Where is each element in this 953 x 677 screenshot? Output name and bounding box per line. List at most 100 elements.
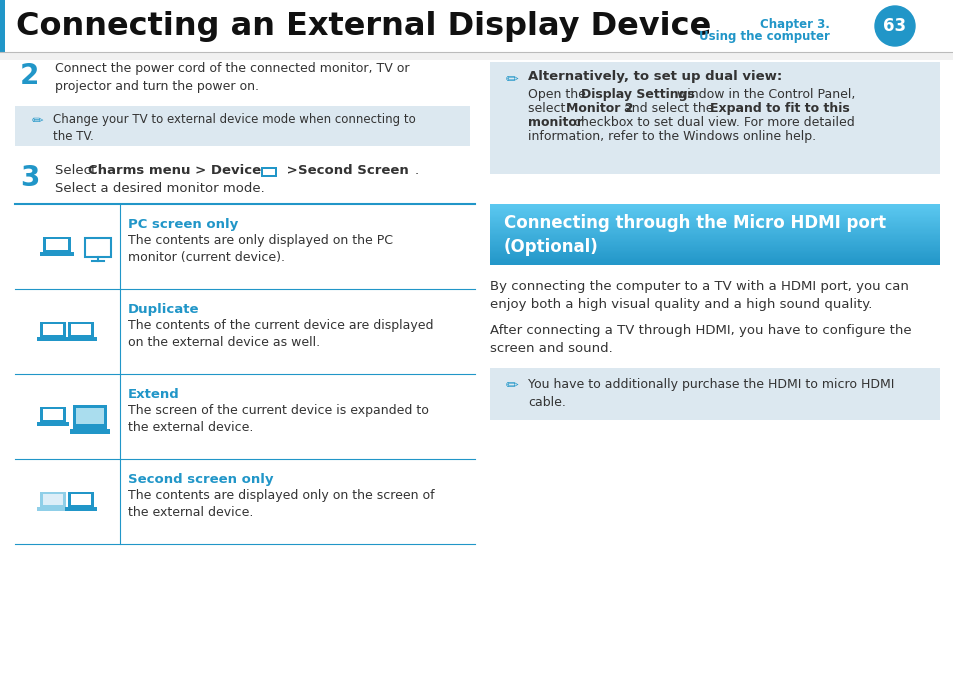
Bar — [490, 263, 939, 265]
Text: Monitor 2: Monitor 2 — [565, 102, 633, 115]
Text: window in the Control Panel,: window in the Control Panel, — [672, 88, 855, 101]
Text: ✏: ✏ — [31, 114, 43, 128]
Bar — [66, 337, 97, 341]
Bar — [490, 255, 939, 257]
Text: Alternatively, to set up dual view:: Alternatively, to set up dual view: — [527, 70, 781, 83]
Text: .: . — [415, 164, 418, 177]
Bar — [490, 241, 939, 244]
Text: and select the: and select the — [619, 102, 717, 115]
Bar — [490, 257, 939, 259]
Text: The screen of the current device is expanded to
the external device.: The screen of the current device is expa… — [128, 404, 429, 434]
Bar — [490, 227, 939, 229]
Text: information, refer to the Windows online help.: information, refer to the Windows online… — [527, 130, 815, 143]
Text: >: > — [282, 164, 302, 177]
Bar — [490, 230, 939, 233]
Bar — [71, 324, 91, 334]
Bar — [490, 217, 939, 219]
Text: ✏: ✏ — [505, 72, 517, 87]
Text: monitor: monitor — [527, 116, 582, 129]
Text: Expand to fit to this: Expand to fit to this — [709, 102, 849, 115]
Text: Second screen only: Second screen only — [128, 473, 274, 486]
Bar — [37, 422, 70, 426]
Bar — [490, 225, 939, 227]
Bar — [69, 322, 94, 337]
Bar — [490, 216, 939, 218]
Text: Connecting an External Display Device: Connecting an External Display Device — [16, 11, 711, 41]
Bar — [490, 246, 939, 248]
Bar — [490, 213, 939, 215]
Bar — [490, 368, 939, 420]
Bar — [490, 252, 939, 254]
Bar — [73, 404, 108, 429]
Bar — [490, 219, 939, 222]
Bar — [490, 240, 939, 242]
Bar — [490, 228, 939, 230]
Bar — [40, 252, 74, 256]
Bar — [490, 230, 939, 232]
Text: 2: 2 — [20, 62, 39, 90]
Text: PC screen only: PC screen only — [128, 218, 238, 231]
Text: Extend: Extend — [128, 388, 179, 401]
Bar — [76, 408, 105, 424]
Text: checkbox to set dual view. For more detailed: checkbox to set dual view. For more deta… — [569, 116, 854, 129]
Bar — [0, 0, 5, 52]
Text: ✏: ✏ — [505, 378, 517, 393]
Bar — [66, 507, 97, 510]
Bar — [44, 408, 64, 420]
Bar — [490, 239, 939, 241]
Bar — [263, 169, 274, 175]
Bar — [490, 234, 939, 236]
Text: Change your TV to external device mode when connecting to
the TV.: Change your TV to external device mode w… — [53, 113, 416, 143]
Bar — [0, 0, 953, 52]
Bar — [44, 236, 71, 252]
Bar — [490, 223, 939, 225]
Bar — [490, 224, 939, 227]
Text: The contents of the current device are displayed
on the external device as well.: The contents of the current device are d… — [128, 319, 433, 349]
Text: After connecting a TV through HDMI, you have to configure the
screen and sound.: After connecting a TV through HDMI, you … — [490, 324, 911, 355]
Bar — [490, 211, 939, 213]
Text: Connecting through the Micro HDMI port
(Optional): Connecting through the Micro HDMI port (… — [503, 214, 885, 256]
Bar — [40, 492, 67, 507]
Bar — [490, 261, 939, 263]
Bar — [69, 492, 94, 507]
Bar — [37, 337, 70, 341]
Bar — [490, 236, 939, 238]
Bar — [490, 242, 939, 244]
Bar — [490, 222, 939, 224]
Text: The contents are displayed only on the screen of
the external device.: The contents are displayed only on the s… — [128, 489, 435, 519]
Bar — [490, 261, 939, 264]
Bar — [490, 244, 939, 246]
Bar — [490, 210, 939, 212]
Bar — [490, 62, 939, 174]
Text: Display Settings: Display Settings — [580, 88, 694, 101]
Bar — [490, 204, 939, 206]
Bar — [490, 219, 939, 221]
Text: Connect the power cord of the connected monitor, TV or
projector and turn the po: Connect the power cord of the connected … — [55, 62, 409, 93]
Bar — [490, 206, 939, 209]
Bar — [490, 238, 939, 240]
Bar — [490, 221, 939, 223]
Text: Using the computer: Using the computer — [699, 30, 829, 43]
Bar — [40, 322, 67, 337]
Text: Second Screen: Second Screen — [297, 164, 408, 177]
Bar — [490, 205, 939, 207]
Bar — [490, 215, 939, 217]
Bar — [15, 106, 470, 146]
Bar — [86, 238, 112, 257]
Bar — [490, 209, 939, 211]
Bar — [490, 208, 939, 210]
Text: Duplicate: Duplicate — [128, 303, 199, 316]
Bar — [490, 235, 939, 238]
Text: You have to additionally purchase the HDMI to micro HDMI
cable.: You have to additionally purchase the HD… — [527, 378, 893, 409]
Text: Select: Select — [55, 164, 100, 177]
Bar — [490, 245, 939, 247]
Bar — [40, 406, 67, 422]
Bar — [71, 429, 111, 433]
Bar — [490, 233, 939, 235]
Bar — [490, 232, 939, 234]
Text: Charms menu > Devices: Charms menu > Devices — [88, 164, 269, 177]
Text: Open the: Open the — [527, 88, 589, 101]
Bar — [490, 256, 939, 258]
Bar — [490, 248, 939, 250]
Bar — [71, 494, 91, 504]
